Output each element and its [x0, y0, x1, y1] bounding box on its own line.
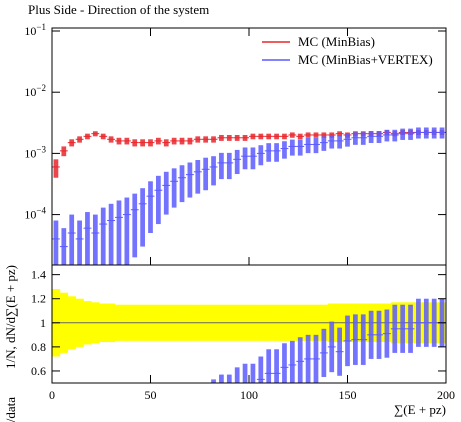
error-bar [282, 343, 287, 383]
error-bar [61, 228, 67, 265]
y-tick-label: 0.6 [31, 364, 46, 378]
axes: 10−4 10−3 10−2 10−1 0.6 0.8 1 1.2 1.4 0 50 100 150 20… [24, 22, 455, 402]
error-bar [164, 403, 169, 422]
error-bar [353, 132, 358, 145]
error-bar [266, 143, 272, 162]
error-bar [313, 137, 319, 154]
lower-frame [51, 264, 447, 384]
ratio-axis-title: MC/data [3, 397, 18, 422]
error-bar [100, 207, 106, 265]
error-bar [187, 162, 193, 198]
error-bar [266, 349, 272, 383]
error-bar [297, 337, 303, 383]
error-bar [148, 416, 153, 422]
error-bar [345, 133, 350, 147]
error-bar [188, 390, 193, 422]
error-bar [242, 363, 248, 383]
error-bar [274, 143, 279, 162]
error-bar [408, 128, 413, 140]
x-tick-label: 0 [49, 388, 55, 402]
error-bar [250, 147, 256, 170]
error-bar [289, 340, 295, 383]
error-bar [116, 200, 122, 265]
error-bar [92, 214, 98, 265]
error-bar [274, 349, 279, 383]
error-bar [172, 400, 177, 422]
y-tick-label: 10−4 [24, 206, 46, 222]
upper-plot [52, 127, 446, 265]
error-bar [282, 141, 287, 159]
error-bar [180, 395, 185, 422]
legend-label: MC (MinBias) [298, 34, 375, 49]
error-bar [179, 165, 185, 203]
error-bar [85, 212, 90, 265]
error-bar [53, 220, 59, 265]
error-bar [140, 188, 145, 247]
error-bar [439, 127, 445, 139]
error-bar [368, 131, 374, 143]
error-bar [203, 383, 208, 422]
chart-title: Plus Side - Direction of the system [28, 2, 209, 17]
error-bar [195, 159, 201, 194]
error-bar [416, 127, 421, 139]
y-tick-label: 1.4 [31, 268, 46, 282]
y-tick-label: 10−1 [24, 22, 46, 38]
error-bar [171, 168, 177, 208]
x-axis-title: ∑(E + pz) [394, 402, 446, 417]
error-bar [156, 411, 161, 422]
error-bar [258, 145, 264, 166]
error-bar [423, 127, 429, 139]
error-bar [156, 175, 161, 225]
error-bar [195, 388, 200, 422]
x-tick-label: 200 [437, 388, 455, 402]
error-bar [69, 214, 75, 265]
x-tick-label: 150 [339, 388, 357, 402]
error-bar [305, 137, 311, 154]
error-bar [360, 132, 366, 145]
error-bar [289, 139, 295, 156]
y-tick-label: 10−2 [24, 83, 46, 99]
error-bar [258, 356, 264, 383]
x-tick-label: 50 [145, 388, 157, 402]
error-bar [384, 129, 390, 142]
error-bar [203, 157, 209, 191]
error-bar [392, 129, 398, 142]
error-bar [124, 197, 130, 265]
y-axis-title: 1/N, dN/d∑(E + pz) [3, 265, 18, 369]
error-bar [53, 159, 59, 178]
error-bar [234, 149, 240, 175]
error-bar [77, 220, 82, 265]
error-bar [431, 127, 437, 139]
error-bar [297, 139, 303, 156]
x-tick-label: 100 [240, 388, 258, 402]
error-bar [226, 152, 232, 180]
error-bar [329, 134, 335, 149]
y-tick-label: 1 [40, 316, 46, 330]
error-bar [219, 374, 224, 383]
error-bar [132, 193, 138, 258]
error-bar [234, 367, 240, 383]
error-bar [337, 134, 342, 149]
error-bar [211, 156, 216, 186]
ratio-plot [52, 289, 446, 422]
y-tick-label: 0.8 [31, 340, 46, 354]
error-bar [108, 203, 114, 265]
error-bar [163, 171, 169, 215]
error-bar [211, 379, 216, 383]
error-bar [250, 363, 256, 383]
legend-label: MC (MinBias+VERTEX) [298, 52, 433, 67]
y-tick-label: 10−3 [24, 144, 46, 160]
error-bar [376, 131, 382, 143]
error-bar [400, 128, 406, 140]
error-bar [148, 181, 153, 234]
error-bar [321, 136, 327, 151]
error-bar [226, 374, 232, 383]
error-bar [219, 152, 224, 180]
error-bar [242, 147, 248, 170]
y-tick-label: 1.2 [31, 292, 46, 306]
